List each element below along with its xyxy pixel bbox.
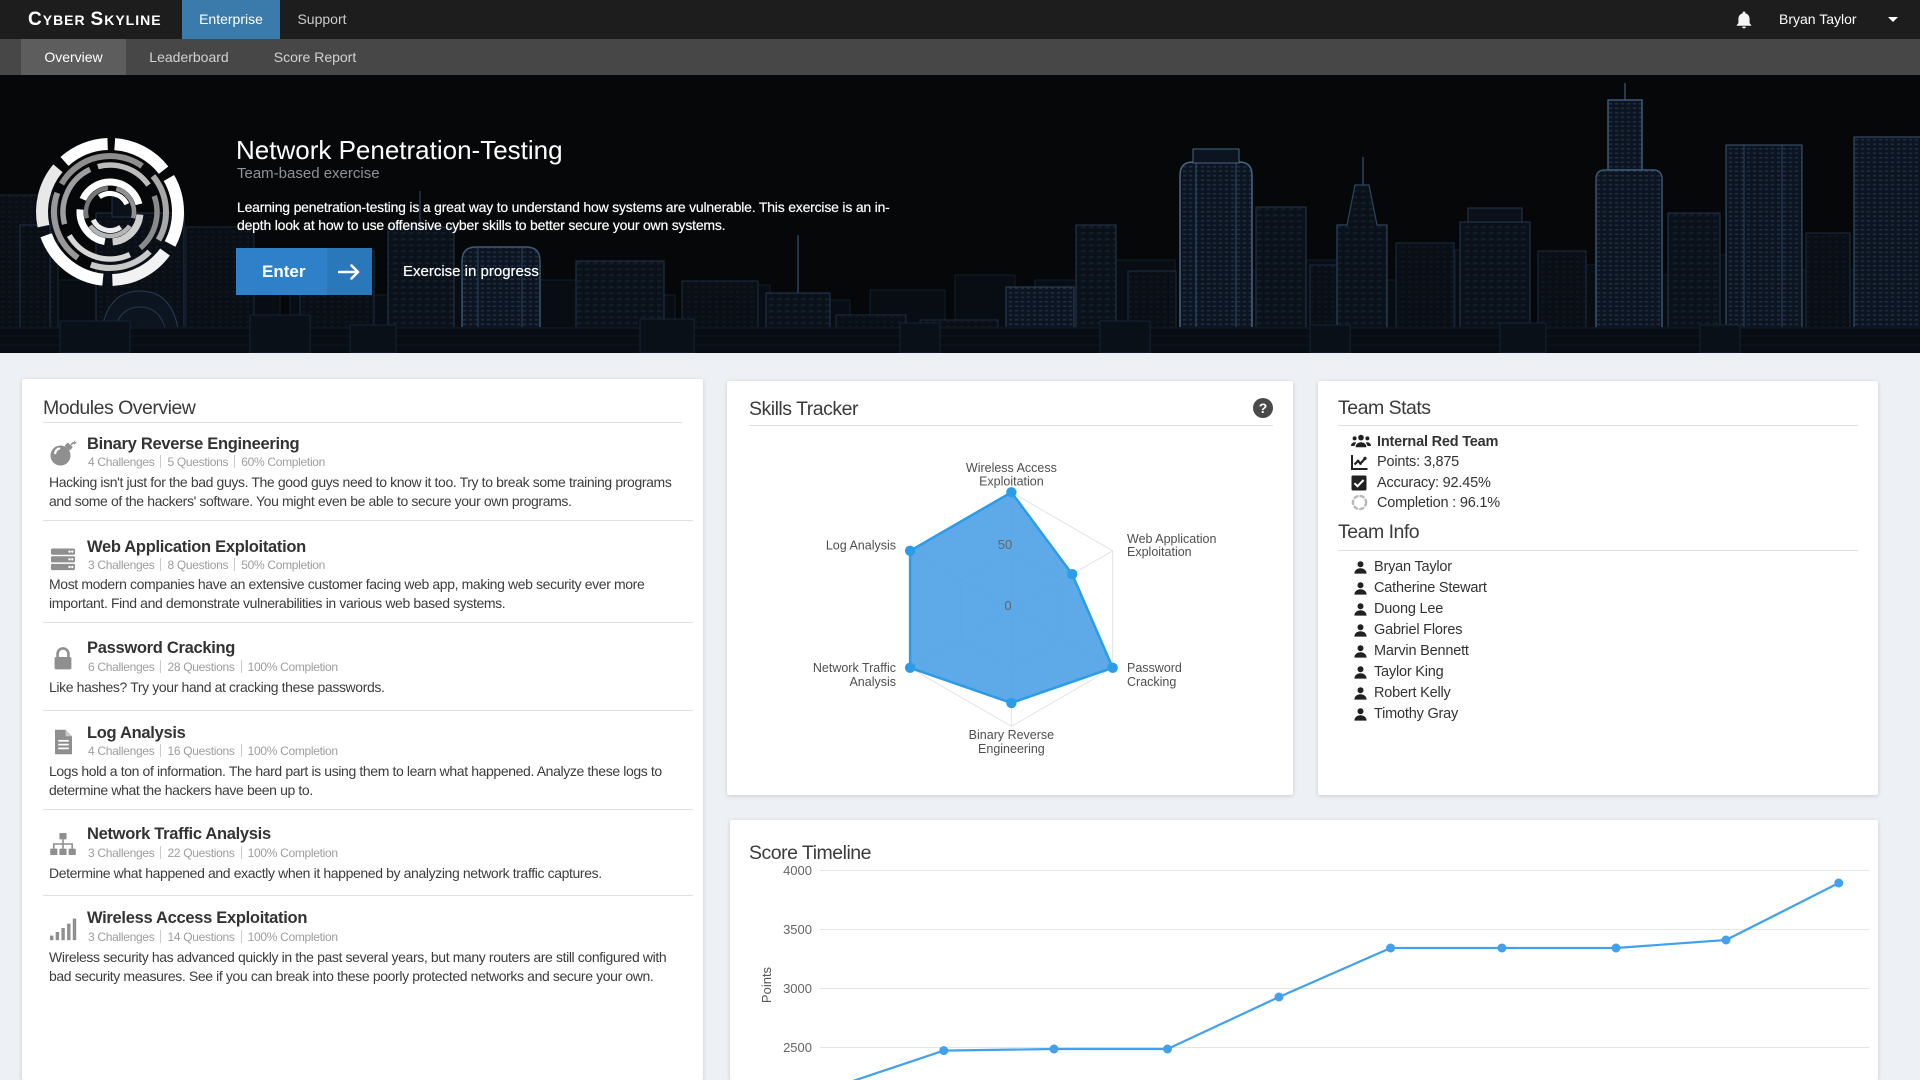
svg-text:50: 50 [998, 537, 1012, 552]
svg-text:0: 0 [1004, 598, 1011, 613]
svg-text:3000: 3000 [783, 981, 812, 996]
svg-text:Exploitation: Exploitation [1127, 545, 1192, 559]
svg-text:Engineering: Engineering [978, 742, 1045, 756]
svg-text:Network Traffic: Network Traffic [813, 661, 896, 675]
svg-text:?: ? [1259, 400, 1268, 416]
svg-text:Analysis: Analysis [849, 675, 896, 689]
svg-text:Points: Points [759, 966, 774, 1003]
svg-text:Password: Password [1127, 661, 1182, 675]
svg-text:Exploitation: Exploitation [979, 475, 1044, 489]
svg-text:Binary Reverse: Binary Reverse [969, 728, 1054, 742]
svg-text:Wireless Access: Wireless Access [966, 461, 1057, 475]
svg-text:Log Analysis: Log Analysis [826, 539, 896, 553]
svg-text:3500: 3500 [783, 922, 812, 937]
svg-text:Cracking: Cracking [1127, 675, 1176, 689]
svg-text:Web Application: Web Application [1127, 532, 1216, 546]
svg-text:4000: 4000 [783, 864, 812, 878]
svg-text:2500: 2500 [783, 1040, 812, 1055]
